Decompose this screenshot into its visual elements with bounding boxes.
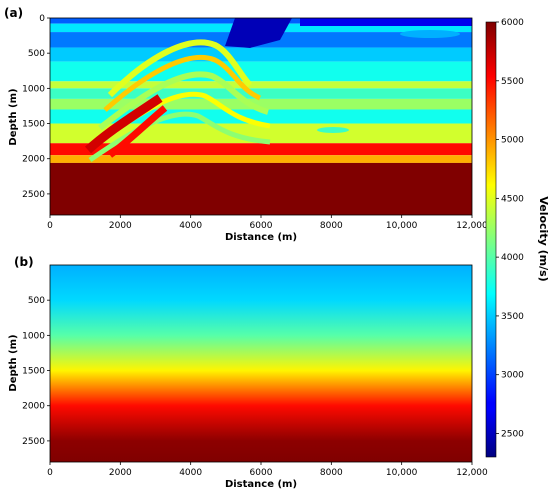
colorbar-label: Velocity (m/s) (537, 196, 550, 281)
panel-b-xlabel: Distance (m) (225, 479, 297, 490)
colorbar-tick-label-6: 5500 (501, 77, 524, 87)
panel-b: 0 2000 4000 6000 8000 10,000 12,000 500 1000 1500… (8, 255, 488, 490)
layer-band-5 (50, 81, 472, 89)
fold-structure-4 (88, 111, 271, 163)
panel-b-ytick-label-4: 2500 (22, 437, 45, 447)
panel-a-ytick-label-4: 2000 (22, 155, 45, 165)
panel-a-label: (a) (4, 6, 23, 20)
panel-b-ylabel: Depth (m) (8, 334, 19, 391)
panel-b-xtick-label-5: 10,000 (386, 468, 418, 478)
panel-a-xtick-label-6: 12,000 (456, 221, 488, 231)
layer-band-4 (50, 61, 472, 82)
fold-structure-1 (103, 54, 262, 112)
fold-structure-5 (84, 94, 163, 154)
layer-band-12 (50, 162, 472, 215)
panel-a-xtick-label-4: 8000 (320, 221, 343, 231)
shallow-lens (400, 30, 460, 38)
panel-a-xtick-label-1: 2000 (109, 221, 132, 231)
panel-b-ytick-label-2: 1500 (22, 367, 45, 377)
panel-b-plot-area (50, 265, 472, 462)
colorbar-tick-label-2: 3500 (501, 312, 524, 322)
deep-lens (317, 127, 349, 133)
layer-band-10 (50, 143, 472, 156)
shallow-low-velocity-strip (300, 18, 472, 26)
panel-a-ytick-label-2: 1000 (22, 84, 45, 94)
panel-a-xlabel: Distance (m) (225, 232, 297, 243)
panel-a: 0 2000 4000 6000 8000 10,000 12,000 0 500 1000 150… (4, 6, 488, 243)
panel-b-xtick-label-4: 8000 (320, 468, 343, 478)
panel-b-label: (b) (14, 255, 34, 269)
fold-structure-2 (98, 71, 269, 131)
colorbar-tick-label-1: 3000 (501, 371, 524, 381)
panel-a-ticks: 0 2000 4000 6000 8000 10,000 12,000 0 500 1000 150… (22, 14, 488, 231)
colorbar-tick-label-4: 4500 (501, 194, 524, 204)
colorbar: 2500 3000 3500 4000 4500 5000 5500 6000 Velocit… (485, 18, 550, 458)
panel-b-ytick-label-1: 1000 (22, 331, 45, 341)
layer-band-6 (50, 88, 472, 99)
colorbar-gradient (485, 21, 497, 458)
colorbar-tick-label-7: 6000 (501, 18, 524, 28)
panel-a-xtick-label-2: 4000 (179, 221, 202, 231)
panel-a-ytick-label-3: 1500 (22, 120, 45, 130)
panel-b-ytick-label-3: 2000 (22, 402, 45, 412)
colorbar-tick-label-5: 5000 (501, 136, 524, 146)
layer-band-11 (50, 155, 472, 163)
panel-b-xtick-label-3: 6000 (250, 468, 273, 478)
fold-structure-0 (107, 39, 253, 98)
colorbar-ticks: 2500 3000 3500 4000 4500 5000 5500 6000 (496, 18, 524, 439)
panel-a-ytick-label-0: 0 (39, 14, 45, 24)
layer-band-3 (50, 47, 472, 62)
panel-a-ytick-label-1: 500 (28, 49, 45, 59)
colorbar-tick-label-3: 4000 (501, 253, 524, 263)
panel-a-xtick-label-5: 10,000 (386, 221, 418, 231)
panel-a-ytick-label-5: 2500 (22, 190, 45, 200)
panel-b-xtick-label-0: 0 (47, 468, 53, 478)
layer-band-7 (50, 98, 472, 110)
layer-band-9 (50, 123, 472, 144)
panel-b-ytick-label-0: 500 (28, 296, 45, 306)
panel-a-plot-area (50, 18, 472, 215)
panel-a-xtick-label-0: 0 (47, 221, 53, 231)
panel-b-ticks: 0 2000 4000 6000 8000 10,000 12,000 500 1000 1500… (22, 296, 488, 478)
fold-structure-6 (107, 105, 168, 158)
panel-b-xtick-label-6: 12,000 (456, 468, 488, 478)
colorbar-tick-label-0: 2500 (501, 429, 524, 439)
low-velocity-wedge (225, 18, 292, 48)
panel-a-xtick-label-3: 6000 (250, 221, 273, 231)
panel-a-ylabel: Depth (m) (8, 88, 19, 145)
panel-b-xtick-label-1: 2000 (109, 468, 132, 478)
panel-b-xtick-label-2: 4000 (179, 468, 202, 478)
